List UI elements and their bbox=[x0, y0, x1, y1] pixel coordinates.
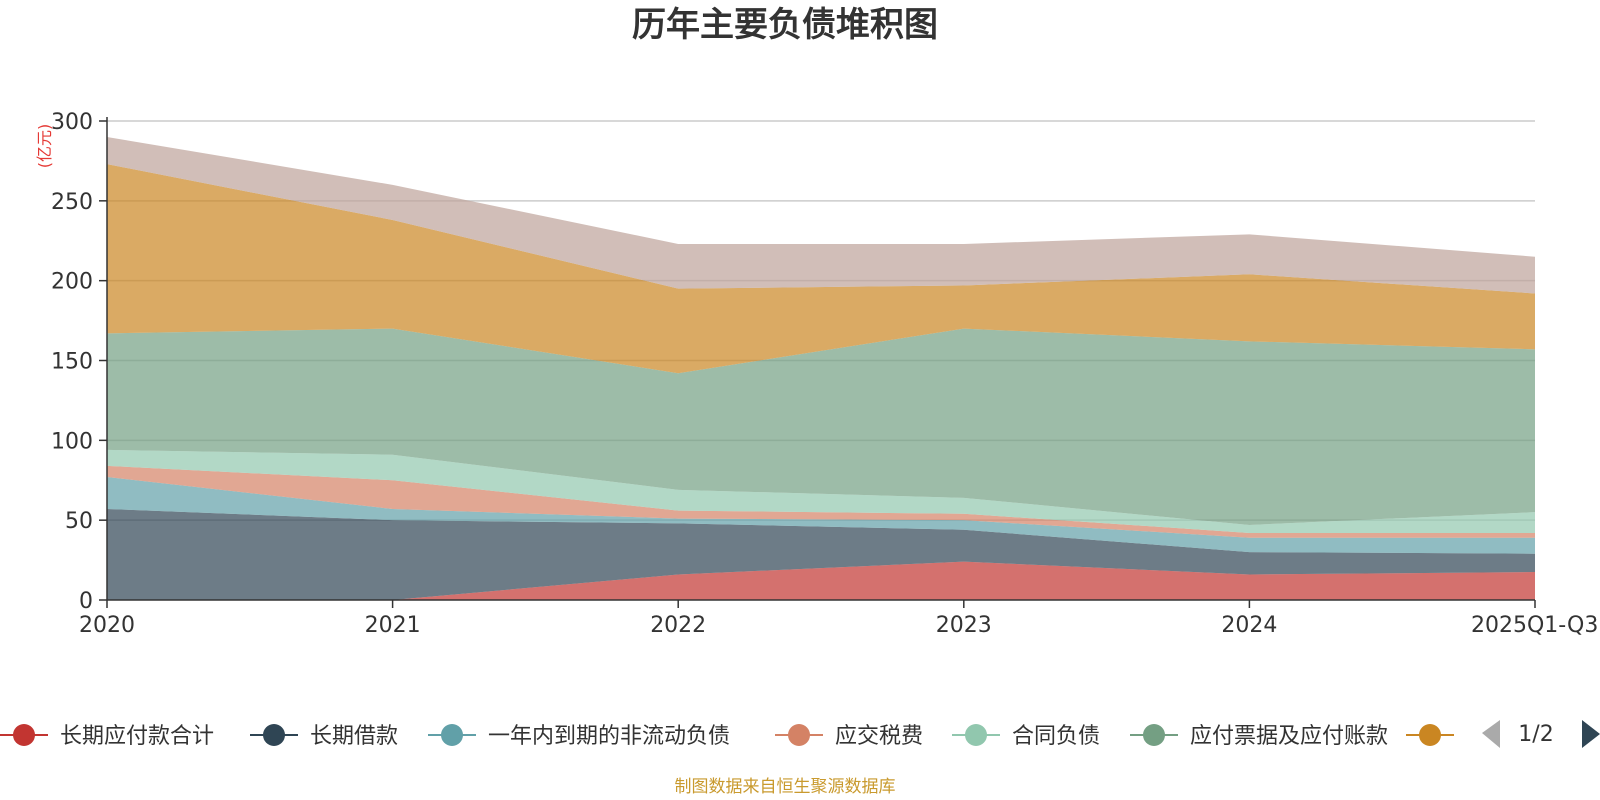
legend-marker bbox=[263, 724, 285, 746]
data-source-footer: 制图数据来自恒生聚源数据库 bbox=[675, 777, 896, 797]
legend-label: 一年内到期的非流动负债 bbox=[488, 724, 730, 749]
series-area-6[interactable] bbox=[107, 328, 1535, 525]
legend-marker bbox=[1419, 724, 1441, 746]
y-axis-unit-label: (亿元) bbox=[35, 124, 54, 169]
legend-label: 长期借款 bbox=[310, 724, 398, 749]
legend-marker bbox=[788, 724, 810, 746]
x-tick-label: 2024 bbox=[1221, 613, 1277, 638]
series-area-5[interactable] bbox=[107, 449, 1535, 533]
legend-label: 合同负债 bbox=[1012, 724, 1100, 749]
legend-marker bbox=[441, 724, 463, 746]
axes: 0 50 100 150 200 250 300 2020 2021 2022 2023 2024 20… bbox=[35, 110, 1598, 638]
y-tick-label: 100 bbox=[51, 429, 93, 454]
y-tick-label: 250 bbox=[51, 190, 93, 215]
legend-marker bbox=[965, 724, 987, 746]
series-area-8[interactable] bbox=[107, 136, 1535, 294]
legend-item-2[interactable]: 长期借款 bbox=[250, 724, 398, 749]
series-area-2[interactable] bbox=[107, 508, 1535, 600]
legend-item-3[interactable]: 一年内到期的非流动负债 bbox=[428, 724, 730, 749]
legend-item-5[interactable]: 合同负债 bbox=[952, 724, 1100, 749]
x-tick-label: 2023 bbox=[936, 613, 992, 638]
legend-marker bbox=[13, 724, 35, 746]
legend-next-icon[interactable] bbox=[1582, 720, 1600, 748]
legend-item-1[interactable]: 长期应付款合计 bbox=[0, 724, 214, 749]
y-tick-label: 150 bbox=[51, 350, 93, 375]
y-tick-label: 200 bbox=[51, 270, 93, 295]
y-tick-label: 0 bbox=[79, 589, 93, 614]
series-area-1[interactable] bbox=[107, 561, 1535, 600]
legend-page-indicator: 1/2 bbox=[1518, 722, 1553, 747]
chart-title: 历年主要负债堆积图 bbox=[632, 5, 938, 45]
legend-marker bbox=[1143, 724, 1165, 746]
legend-label: 应付票据及应付账款 bbox=[1190, 724, 1388, 749]
legend-pager: 1/2 bbox=[1482, 720, 1600, 748]
legend-item-6[interactable]: 应付票据及应付账款 bbox=[1130, 724, 1388, 749]
series-area-3[interactable] bbox=[107, 477, 1535, 554]
series-areas bbox=[107, 136, 1535, 600]
legend-item-4[interactable]: 应交税费 bbox=[775, 724, 923, 749]
series-area-7[interactable] bbox=[107, 164, 1535, 374]
legend-item-7[interactable] bbox=[1406, 724, 1454, 746]
legend-label: 应交税费 bbox=[835, 724, 923, 749]
legend-prev-icon[interactable] bbox=[1482, 720, 1500, 748]
legend: 长期应付款合计 长期借款 一年内到期的非流动负债 应交税费 合同负债 应付票据及应付账款 bbox=[0, 724, 1454, 749]
x-tick-label: 2022 bbox=[650, 613, 706, 638]
x-tick-label: 2020 bbox=[79, 613, 135, 638]
y-tick-label: 50 bbox=[65, 509, 93, 534]
legend-label: 长期应付款合计 bbox=[60, 724, 214, 749]
y-tick-label: 300 bbox=[51, 110, 93, 135]
x-tick-label: 2025Q1-Q3 bbox=[1471, 613, 1598, 638]
x-tick-label: 2021 bbox=[365, 613, 421, 638]
